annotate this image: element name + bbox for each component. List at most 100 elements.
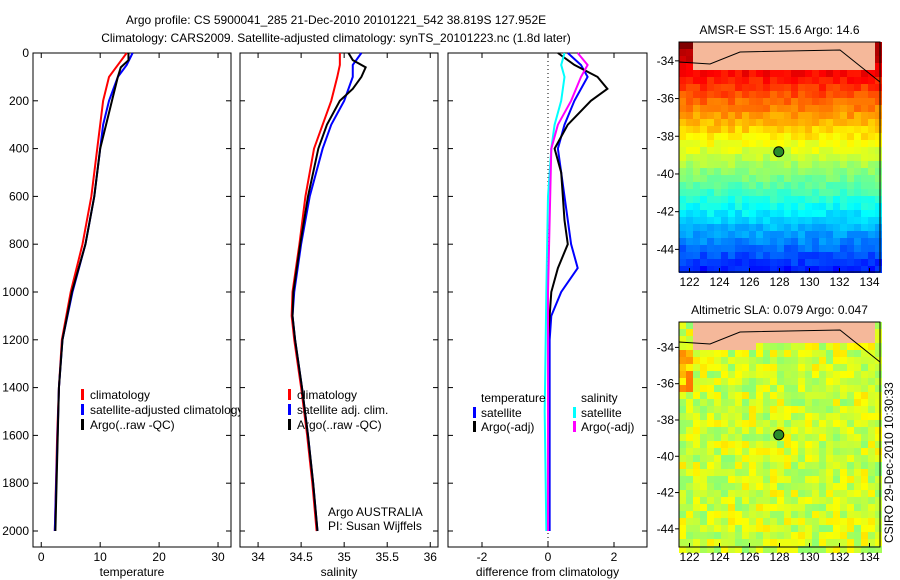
map-cell [749, 182, 756, 189]
map-cell [798, 245, 805, 252]
map-cell [749, 42, 756, 49]
map-cell [693, 252, 700, 259]
map-cell [868, 238, 875, 245]
map-cell [735, 434, 742, 441]
map-cell [742, 105, 749, 112]
map-cell [735, 245, 742, 252]
map-cell [686, 161, 693, 168]
map-cell [875, 490, 882, 497]
map-cell [854, 77, 861, 84]
map-cell [763, 371, 770, 378]
map-cell [714, 84, 721, 91]
map-cell [854, 490, 861, 497]
map-cell [735, 448, 742, 455]
map-cell [798, 406, 805, 413]
map-cell [847, 63, 854, 70]
map-cell [763, 49, 770, 56]
map-cell [826, 161, 833, 168]
map-cell [826, 469, 833, 476]
map-cell [700, 462, 707, 469]
map-cell [679, 140, 686, 147]
map-cell [721, 441, 728, 448]
map-cell [756, 168, 763, 175]
map-cell [875, 413, 882, 420]
map-cell [875, 189, 882, 196]
map-cell [721, 546, 728, 553]
map-cell [721, 357, 728, 364]
map-cell [854, 434, 861, 441]
map-cell [826, 203, 833, 210]
map-cell [770, 497, 777, 504]
map-cell [875, 42, 882, 49]
map-cell [875, 462, 882, 469]
map-cell [700, 42, 707, 49]
map-cell [861, 322, 868, 329]
map-cell [735, 483, 742, 490]
map-cell [756, 539, 763, 546]
map-cell [749, 497, 756, 504]
map-cell [756, 140, 763, 147]
map-cell [707, 364, 714, 371]
map-cell [721, 182, 728, 189]
map-cell [868, 245, 875, 252]
map-cell [819, 364, 826, 371]
map-cell [840, 266, 847, 273]
map-cell [868, 196, 875, 203]
map-cell [686, 217, 693, 224]
map-cell [714, 175, 721, 182]
map-cell [714, 476, 721, 483]
x-tick-label: 134 [859, 275, 879, 289]
map-cell [693, 49, 700, 56]
map-cell [714, 119, 721, 126]
map-cell [833, 392, 840, 399]
map-cell [763, 343, 770, 350]
map-cell [693, 168, 700, 175]
coastline [678, 329, 881, 363]
y-tick-label: 1400 [2, 381, 29, 395]
coastline [678, 49, 881, 83]
map-cell [756, 476, 763, 483]
map-cell [714, 497, 721, 504]
map-cell [693, 532, 700, 539]
map-cell [749, 455, 756, 462]
map-cell [798, 462, 805, 469]
map-cell [777, 476, 784, 483]
map-cell [756, 343, 763, 350]
map-cell [735, 322, 742, 329]
map-cell [798, 469, 805, 476]
map-cell [861, 196, 868, 203]
map-cell [763, 511, 770, 518]
map-cell [812, 539, 819, 546]
map-cell [812, 427, 819, 434]
map-cell [714, 252, 721, 259]
map-cell [861, 420, 868, 427]
map-cell [805, 182, 812, 189]
map-cell [784, 77, 791, 84]
y-tick-label: -38 [657, 413, 675, 427]
map-cell [805, 238, 812, 245]
map-cell [693, 70, 700, 77]
map-cell [686, 343, 693, 350]
map-cell [861, 259, 868, 266]
map-cell [756, 259, 763, 266]
map-cell [847, 336, 854, 343]
map-cell [693, 518, 700, 525]
map-cell [840, 511, 847, 518]
map-cell [749, 140, 756, 147]
map-cell [742, 364, 749, 371]
map-cell [875, 252, 882, 259]
map-cell [847, 203, 854, 210]
map-cell [756, 378, 763, 385]
map-cell [763, 70, 770, 77]
x-tick-label: 20 [152, 550, 166, 564]
map-cell [805, 147, 812, 154]
map-cell [679, 525, 686, 532]
map-cell [812, 119, 819, 126]
map-cell [686, 126, 693, 133]
map-cell [847, 434, 854, 441]
map-cell [847, 259, 854, 266]
map-cell [770, 154, 777, 161]
map-cell [707, 140, 714, 147]
map-cell [700, 91, 707, 98]
map-cell [770, 203, 777, 210]
